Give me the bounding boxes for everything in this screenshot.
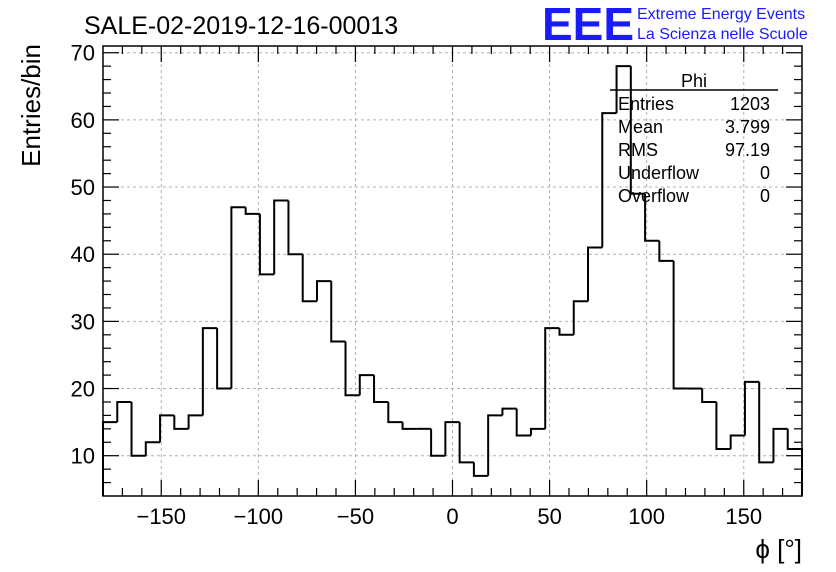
histogram-bin — [273, 199, 289, 275]
histogram-bin — [344, 341, 360, 397]
histogram-bin — [501, 407, 517, 416]
histogram-bin — [515, 408, 531, 437]
x-tick-label: −50 — [337, 504, 374, 529]
eee-logo-line2: La Scienza nelle Scuole — [637, 26, 808, 43]
stats-label: RMS — [618, 140, 658, 160]
y-tick-label: 60 — [71, 108, 95, 133]
histogram-bin — [444, 421, 460, 456]
histogram-bin — [544, 327, 560, 429]
histogram-bin — [615, 65, 631, 114]
eee-logo: EEE Extreme Energy Events La Scienza nel… — [542, 0, 808, 50]
histogram-bin — [529, 427, 546, 436]
x-tick-labels: −150 −100 −50 0 50 100 150 — [136, 504, 762, 529]
y-tick-label: 40 — [71, 242, 95, 267]
histogram-bin — [629, 66, 646, 195]
y-tick-label: 20 — [71, 377, 95, 402]
histogram-bin — [144, 441, 161, 456]
histogram-bin — [658, 240, 674, 262]
histogram-bin — [358, 374, 375, 396]
stats-label: Overflow — [618, 186, 690, 206]
histogram-bin — [244, 207, 260, 215]
histogram-bin — [330, 281, 346, 343]
histogram-bin — [373, 375, 389, 403]
histogram-bin — [258, 213, 275, 276]
stats-box-title: Phi — [681, 71, 707, 91]
histogram-bin — [786, 428, 803, 496]
stats-label: Entries — [618, 94, 674, 114]
histogram-bin — [572, 300, 589, 335]
y-tick-label: 10 — [71, 444, 95, 469]
histogram-bin — [116, 400, 132, 423]
histogram-bin — [715, 401, 731, 450]
histogram-bin — [729, 434, 745, 449]
histogram-bin — [159, 414, 175, 443]
histogram-bin — [187, 414, 203, 429]
histogram-bin — [701, 388, 717, 403]
histogram-bin — [130, 401, 146, 457]
histogram-bin — [387, 401, 403, 424]
stats-label: Underflow — [618, 163, 700, 183]
histogram-bin — [743, 380, 760, 436]
y-tick-label: 30 — [71, 309, 95, 334]
eee-logo-mark: EEE — [542, 0, 634, 50]
stats-value: 1203 — [730, 94, 770, 114]
histogram-bin — [102, 421, 118, 496]
histogram-bin — [315, 280, 332, 302]
y-tick-label: 50 — [71, 175, 95, 200]
histogram-bin — [558, 328, 574, 336]
histogram-bin — [644, 193, 660, 242]
histogram-bin — [230, 206, 246, 389]
x-tick-label: 100 — [628, 504, 665, 529]
histogram-bin — [758, 381, 774, 464]
grid-lines — [103, 46, 802, 496]
stats-label: Mean — [618, 117, 663, 137]
histogram-bin — [430, 428, 446, 457]
histogram-bin — [301, 254, 317, 303]
histogram-bin — [458, 422, 474, 464]
eee-logo-line1: Extreme Energy Events — [637, 6, 805, 23]
histogram-bin — [472, 462, 489, 477]
x-tick-label: 150 — [725, 504, 762, 529]
histogram-bin — [216, 328, 232, 390]
histogram-bin — [173, 415, 189, 430]
histogram-bin — [601, 112, 617, 248]
x-tick-label: −100 — [234, 504, 284, 529]
stats-box-rows: Entries 1203 Mean 3.799 RMS 97.19 Underflow 0 Ov… — [618, 94, 770, 206]
y-tick-label: 70 — [71, 41, 95, 66]
histogram-series — [102, 65, 803, 496]
y-axis-title: Entries/bin — [16, 44, 46, 167]
y-tick-labels: 10 20 30 40 50 60 70 — [71, 41, 95, 469]
histogram-bin — [287, 200, 303, 256]
stats-value: 0 — [760, 186, 770, 206]
axis-ticks — [103, 46, 802, 496]
x-tick-label: −150 — [136, 504, 186, 529]
x-tick-label: 50 — [537, 504, 561, 529]
histogram-bin — [401, 422, 417, 430]
stats-box: Phi Entries 1203 Mean 3.799 RMS 97.19 Underflo… — [610, 71, 778, 206]
histogram-bin — [487, 414, 503, 476]
stats-value: 0 — [760, 163, 770, 183]
histogram-bin — [587, 246, 603, 302]
histogram-bin — [672, 260, 688, 390]
chart-title: SALE-02-2019-12-16-00013 — [84, 12, 398, 40]
histogram-bin — [201, 327, 218, 416]
x-tick-label: 0 — [446, 504, 458, 529]
x-axis-title: ϕ [°] — [755, 534, 802, 564]
stats-value: 3.799 — [725, 117, 770, 137]
stats-value: 97.19 — [725, 140, 770, 160]
histogram-bin — [772, 427, 788, 463]
